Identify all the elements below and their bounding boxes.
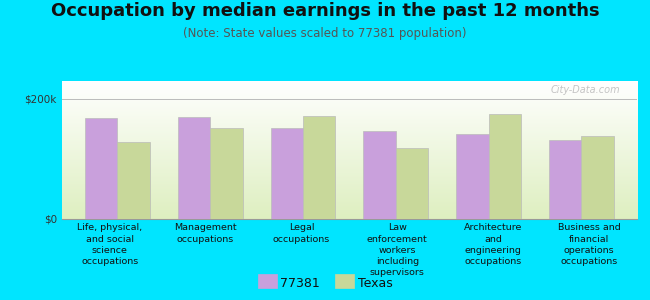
Bar [85, 118, 118, 219]
Bar [363, 131, 396, 219]
Bar [270, 128, 303, 219]
Text: Architecture
and
engineering
occupations: Architecture and engineering occupations [464, 224, 523, 266]
Text: City-Data.com: City-Data.com [550, 85, 619, 95]
Bar [489, 114, 521, 219]
Text: Occupation by median earnings in the past 12 months: Occupation by median earnings in the pas… [51, 2, 599, 20]
Bar [549, 140, 581, 219]
Bar [210, 128, 242, 219]
Bar [581, 136, 614, 219]
Bar [177, 117, 210, 219]
Bar [118, 142, 150, 219]
Legend: 77381, Texas: 77381, Texas [255, 274, 395, 292]
Bar [456, 134, 489, 219]
Text: Legal
occupations: Legal occupations [273, 224, 330, 244]
Bar [303, 116, 335, 219]
Text: Law
enforcement
workers
including
supervisors: Law enforcement workers including superv… [367, 224, 428, 277]
Bar [396, 148, 428, 219]
Text: Life, physical,
and social
science
occupations: Life, physical, and social science occup… [77, 224, 142, 266]
Text: Business and
financial
operations
occupations: Business and financial operations occupa… [558, 224, 621, 266]
Text: Management
occupations: Management occupations [174, 224, 237, 244]
Text: (Note: State values scaled to 77381 population): (Note: State values scaled to 77381 popu… [183, 27, 467, 40]
